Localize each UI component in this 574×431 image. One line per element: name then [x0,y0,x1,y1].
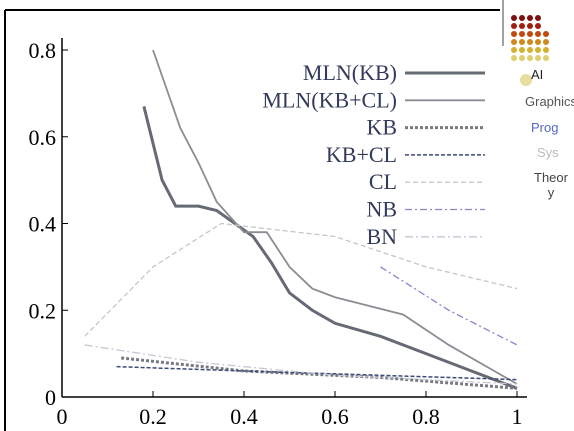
logo-dot [535,47,541,53]
legend-label: KB [366,115,397,140]
logo-dot [535,23,541,29]
nav-item[interactable]: Prog [531,120,559,135]
logo-dot [520,74,532,86]
y-tick-label: 0 [45,385,56,410]
y-tick-label: 0.6 [29,125,57,150]
logo-dot [527,39,533,45]
y-tick-label: 0.2 [29,298,57,323]
plot-area [84,49,518,390]
logo-dot [511,47,517,53]
x-tick-label: 1 [512,404,523,429]
x-tick-label: 0.2 [139,404,167,429]
legend-label: MLN(KB+CL) [262,87,397,112]
logo-dot [527,23,533,29]
logo-dot [519,47,525,53]
logo-dot [511,23,517,29]
logo-dot [527,55,533,61]
logo-dot [519,31,525,37]
logo-dot [535,31,541,37]
logo-dot [519,39,525,45]
logo-dot [527,31,533,37]
logo-dot [543,47,549,53]
series-line [142,106,518,390]
logo-dot [535,39,541,45]
legend-label: CL [369,169,397,194]
logo-dot [511,55,517,61]
x-tick-label: 0.4 [230,404,258,429]
logo-dot [543,55,549,61]
nav-item[interactable]: Graphics [525,94,574,109]
logo-dot [511,31,517,37]
logo-dot [543,31,549,37]
series-line [120,356,518,390]
series-line [84,344,518,385]
nav-item[interactable]: Sys [537,145,559,160]
logo-dot [527,47,533,53]
logo-dots [511,15,549,61]
logo-dot [535,55,541,61]
x-tick-label: 0 [57,404,68,429]
logo-dot [511,15,517,21]
series-line [152,49,518,385]
logo-dot [519,55,525,61]
legend-label: BN [366,224,397,249]
logo-dot [527,15,533,21]
legend-label: NB [366,197,397,222]
legend-label: MLN(KB) [303,60,397,85]
logo-dot [543,39,549,45]
series-line [84,222,518,337]
x-tick-label: 0.8 [412,404,440,429]
nav-item[interactable]: Theory [534,170,568,200]
nav-item[interactable]: AI [531,67,544,82]
logo-dot [519,23,525,29]
logo-dot [511,39,517,45]
series-line [116,365,518,381]
y-tick-label: 0.8 [29,38,57,63]
legend-label: KB+CL [326,142,397,167]
logo-dot [519,15,525,21]
x-tick-label: 0.6 [321,404,349,429]
logo-dot [535,15,541,21]
y-tick-label: 0.4 [29,212,57,237]
series-line [380,266,518,346]
